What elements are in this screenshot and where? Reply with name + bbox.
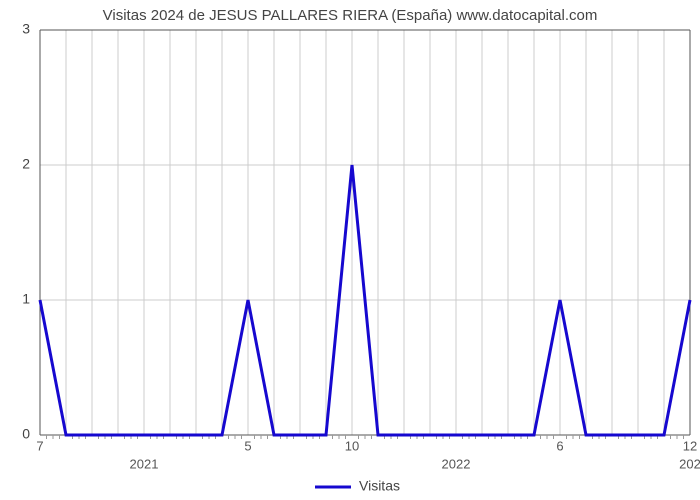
y-tick-labels: 0 1 2 3	[22, 21, 30, 442]
y-tick-label: 3	[22, 21, 30, 37]
axes	[40, 30, 690, 435]
y-tick-label: 0	[22, 426, 30, 442]
y-tick-label: 2	[22, 156, 30, 172]
y-tick-label: 1	[22, 291, 30, 307]
y-grid	[40, 30, 690, 435]
visits-line-chart: Visitas 2024 de JESUS PALLARES RIERA (Es…	[0, 0, 700, 500]
x-tick-label-top: 6	[556, 439, 563, 454]
legend: Visitas	[315, 478, 400, 494]
x-tick-label-top: 12	[683, 439, 697, 454]
x-tick-label-top: 7	[36, 439, 43, 454]
x-grid	[40, 30, 690, 435]
x-tick-label-top: 5	[244, 439, 251, 454]
x-tick-label-bottom: 2021	[130, 457, 159, 472]
legend-label: Visitas	[359, 478, 400, 494]
x-tick-labels-bottom: 2021 2022 202	[130, 457, 700, 472]
x-tick-label-bottom: 2022	[442, 457, 471, 472]
chart-title: Visitas 2024 de JESUS PALLARES RIERA (Es…	[103, 7, 598, 24]
x-tick-label-top: 10	[345, 439, 359, 454]
x-tick-label-bottom: 202	[679, 457, 700, 472]
x-tick-labels-top: 7 5 10 6 12	[36, 439, 697, 454]
